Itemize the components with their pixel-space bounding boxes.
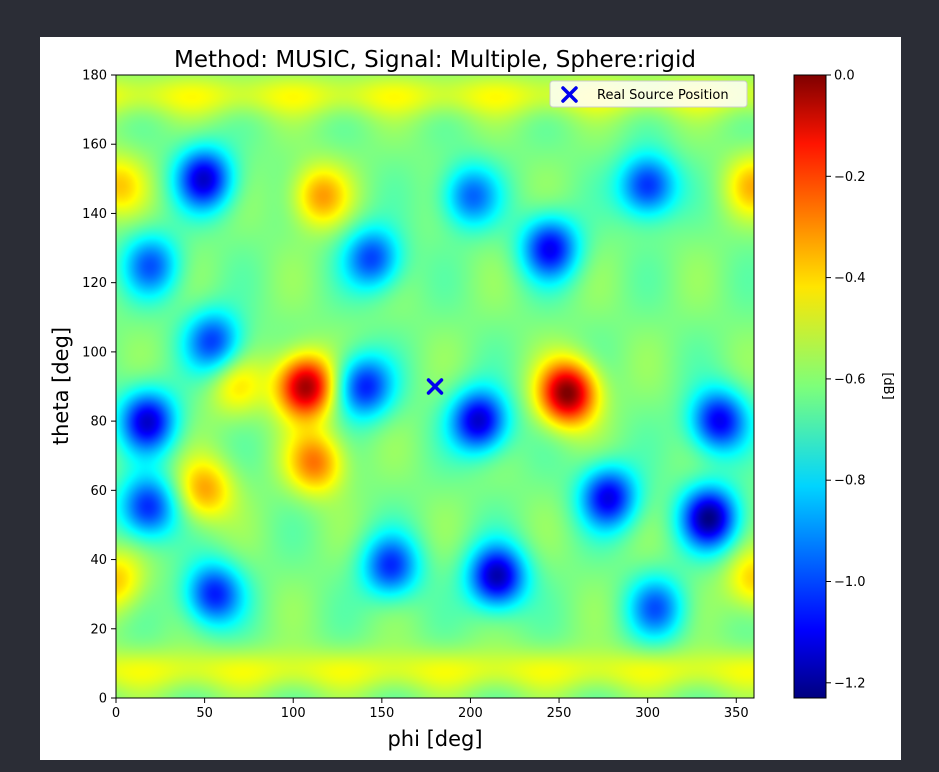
colorbar-tick-label: −0.8 (834, 474, 866, 489)
colorbar-label: [dB] (880, 372, 895, 399)
x-tick-label: 0 (112, 706, 120, 721)
x-tick-label: 300 (635, 706, 660, 721)
source-position-marker (426, 378, 444, 395)
x-tick-label: 250 (547, 706, 572, 721)
legend-marker-icon (561, 86, 578, 103)
colorbar-tick-label: −0.2 (834, 170, 866, 185)
colorbar-tick-label: 0.0 (834, 69, 855, 84)
y-tick-label: 120 (82, 276, 107, 291)
colorbar-tick-label: −1.2 (834, 676, 866, 691)
chart-title: Method: MUSIC, Signal: Multiple, Sphere:… (174, 47, 696, 73)
y-tick-label: 100 (82, 345, 107, 360)
y-tick-label: 160 (82, 138, 107, 153)
legend: Real Source Position (549, 80, 748, 108)
x-tick-label: 150 (369, 706, 394, 721)
y-tick-label: 20 (90, 622, 107, 637)
y-tick-label: 60 (90, 484, 107, 499)
y-tick-label: 0 (99, 692, 107, 707)
heatmap-chart: Method: MUSIC, Signal: Multiple, Sphere:… (49, 47, 895, 751)
x-axis: 0 50 100 150 200 250 300 350 (112, 698, 749, 721)
x-axis-label: phi [deg] (387, 727, 482, 751)
colorbar-tick-label: −0.4 (834, 271, 866, 286)
colorbar-tick-label: −1.0 (834, 575, 866, 590)
x-tick-label: 50 (196, 706, 213, 721)
y-tick-label: 180 (82, 69, 107, 84)
colorbar (793, 74, 827, 699)
legend-label: Real Source Position (597, 88, 729, 103)
x-tick-label: 100 (281, 706, 306, 721)
chart-figure: Method: MUSIC, Signal: Multiple, Sphere:… (40, 37, 901, 760)
colorbar-axis: 0.0 −0.2 −0.4 −0.6 −0.8 −1.0 −1.2 (826, 69, 866, 691)
y-tick-label: 140 (82, 207, 107, 222)
y-axis: 0 20 40 60 80 100 120 140 160 180 (82, 69, 116, 707)
y-tick-label: 80 (90, 415, 107, 430)
colorbar-tick-label: −0.6 (834, 372, 866, 387)
x-tick-label: 200 (458, 706, 483, 721)
y-tick-label: 40 (90, 553, 107, 568)
y-axis-label: theta [deg] (49, 327, 73, 445)
x-tick-label: 350 (724, 706, 749, 721)
plot-frame (115, 74, 755, 699)
legend-box (549, 80, 748, 108)
